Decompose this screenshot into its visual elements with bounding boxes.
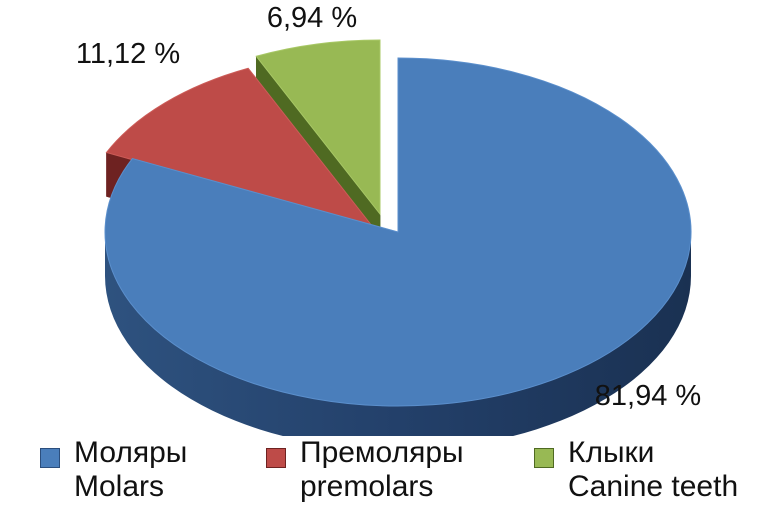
data-labels: 81,94 % 11,12 % 6,94 % xyxy=(76,2,701,412)
legend-swatch-premolars xyxy=(266,448,286,468)
legend-label-canines-en: Canine teeth xyxy=(568,470,739,503)
legend-label-premolars-ru: Премоляры xyxy=(300,436,464,469)
legend-label-premolars-en: premolars xyxy=(300,470,434,503)
pie-slice-premolars-top xyxy=(105,67,374,227)
legend-label-canines-ru: Клыки xyxy=(568,436,655,469)
pie-slice-molars xyxy=(104,57,692,436)
legend-swatch-canines xyxy=(534,448,554,468)
data-label-canines: 6,94 % xyxy=(267,2,357,34)
data-label-premolars: 11,12 % xyxy=(76,38,180,70)
legend-swatch-molars xyxy=(40,448,60,468)
legend: Моляры Molars Премоляры premolars Клыки … xyxy=(0,436,768,508)
data-label-molars: 81,94 % xyxy=(595,380,701,412)
pie-chart: 81,94 % 11,12 % 6,94 % xyxy=(76,2,701,436)
legend-label-molars-ru: Моляры xyxy=(74,436,188,469)
pie-slice-canines-top xyxy=(255,39,381,216)
pie-slice-molars-top xyxy=(104,57,692,407)
pie-slice-molars-outer-wall xyxy=(105,232,691,436)
pie-slices xyxy=(104,39,692,436)
legend-label-molars-en: Molars xyxy=(74,470,165,503)
